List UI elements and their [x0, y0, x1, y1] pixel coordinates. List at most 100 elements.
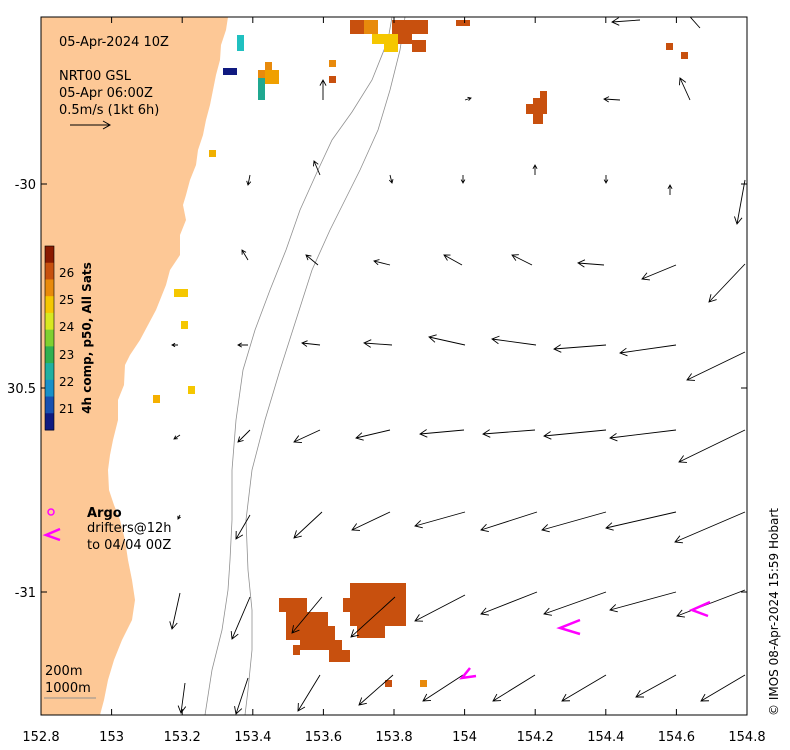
- current-arrow: [237, 342, 248, 348]
- current-arrow: [553, 344, 607, 353]
- current-arrow: [464, 96, 472, 101]
- current-arrow: [414, 511, 466, 529]
- colorbar-tick: 23: [59, 348, 74, 362]
- current-arrow: [443, 254, 463, 266]
- x-tick-label: 154.4: [587, 730, 624, 745]
- current-arrow: [482, 429, 536, 438]
- current-arrow: [422, 674, 464, 702]
- colorbar-label: 4h comp, p50, All Sats: [80, 262, 94, 414]
- drifter-tracks: [459, 600, 711, 680]
- colorbar-swatch: [45, 246, 54, 264]
- current-arrow: [297, 674, 321, 712]
- y-tick-label: -31: [15, 586, 36, 601]
- current-arrow: [373, 259, 391, 266]
- current-arrow: [234, 677, 249, 715]
- scale-arrow: [70, 120, 112, 130]
- current-arrow: [609, 591, 677, 613]
- x-tick-label: 154.8: [728, 730, 765, 745]
- current-arrow: [635, 674, 677, 698]
- colorbar-swatch: [45, 296, 54, 314]
- y-axis-labels: -30 30.5 -31: [7, 178, 36, 601]
- x-tick-label: 153.4: [234, 730, 271, 745]
- sst-pixels: [153, 20, 688, 687]
- current-arrow: [414, 594, 466, 622]
- land-mass: [41, 17, 228, 715]
- current-arrow: [237, 429, 251, 443]
- axis-ticks: [40, 17, 748, 715]
- colorbar-swatch: [45, 312, 54, 331]
- x-tick-label: 154.2: [517, 730, 554, 745]
- colorbar-swatch: [45, 346, 54, 364]
- argo-legend-label: Argo: [87, 506, 122, 521]
- current-arrow: [611, 17, 641, 26]
- current-arrow: [561, 674, 607, 702]
- current-arrow: [686, 351, 746, 381]
- current-arrow: [173, 434, 181, 440]
- current-arrow: [171, 342, 178, 348]
- legend: Argo drifters@12h to 04/04 00Z: [42, 506, 172, 553]
- current-arrow: [293, 511, 323, 539]
- credit-text: © IMOS 08-Apr-2024 15:59 Hobart: [767, 508, 781, 716]
- current-arrow: [177, 682, 187, 714]
- isobath-200m: [204, 17, 393, 715]
- current-arrow: [355, 429, 391, 441]
- current-arrow: [241, 249, 249, 261]
- current-arrow: [291, 596, 323, 634]
- product-name: NRT00 GSL: [59, 69, 132, 84]
- current-arrow: [603, 96, 621, 103]
- depth-label-1000: 1000m: [45, 681, 91, 696]
- current-vectors: [169, 17, 746, 715]
- valid-time: 05-Apr 06:00Z: [59, 86, 153, 101]
- depth-legend: 200m 1000m: [44, 664, 96, 699]
- current-arrow: [480, 591, 538, 616]
- current-arrow: [676, 589, 746, 618]
- colorbar-swatch: [45, 379, 54, 398]
- colorbar-tick: 22: [59, 375, 74, 389]
- colorbar-tick: 25: [59, 293, 74, 307]
- depth-label-200: 200m: [45, 664, 82, 679]
- current-arrow: [532, 164, 538, 175]
- x-tick-label: 154.6: [658, 730, 695, 745]
- current-arrow: [358, 674, 394, 706]
- x-tick-label: 154: [452, 730, 477, 745]
- x-tick-label: 153.8: [375, 730, 412, 745]
- current-arrow: [708, 263, 746, 303]
- current-arrow: [246, 174, 252, 186]
- current-arrow: [541, 511, 607, 533]
- colorbar-swatch: [45, 363, 54, 381]
- current-arrow: [543, 591, 607, 616]
- sst-colorbar: 26 25 24 23 22 21 4h comp, p50, All Sats: [44, 245, 94, 431]
- isobath-1000m: [244, 17, 406, 715]
- drifter-legend-marker: [42, 527, 61, 542]
- current-arrow: [235, 514, 251, 540]
- scale-label: 0.5m/s (1kt 6h): [59, 103, 159, 118]
- current-arrow: [685, 17, 701, 29]
- current-arrow: [605, 511, 677, 531]
- current-arrow: [319, 79, 327, 100]
- colorbar-swatch: [45, 329, 54, 347]
- colorbar-tick: 26: [59, 266, 74, 280]
- current-arrow: [511, 254, 533, 266]
- y-tick-label: 30.5: [7, 382, 36, 397]
- current-arrow: [480, 511, 538, 532]
- current-arrow: [577, 259, 605, 268]
- current-arrow: [388, 174, 394, 184]
- current-arrow: [363, 339, 393, 348]
- current-arrow: [351, 511, 391, 531]
- drifter-legend-line2: to 04/04 00Z: [87, 538, 171, 553]
- current-arrow: [492, 674, 536, 702]
- drifter-track: [688, 600, 711, 618]
- current-arrow: [305, 254, 319, 266]
- x-tick-label: 152.8: [22, 730, 59, 745]
- x-axis-labels: 152.8 153 153.2 153.4 153.6 153.8 154 15…: [22, 730, 765, 745]
- colorbar-tick: 21: [59, 402, 74, 416]
- x-tick-label: 153.6: [305, 730, 342, 745]
- map-date: 05-Apr-2024 10Z: [59, 35, 169, 50]
- drifter-track: [459, 667, 477, 680]
- current-arrow: [678, 429, 746, 463]
- current-arrow: [667, 184, 673, 195]
- argo-legend-marker: [47, 508, 55, 516]
- current-arrow: [460, 175, 466, 184]
- current-arrow: [428, 334, 466, 346]
